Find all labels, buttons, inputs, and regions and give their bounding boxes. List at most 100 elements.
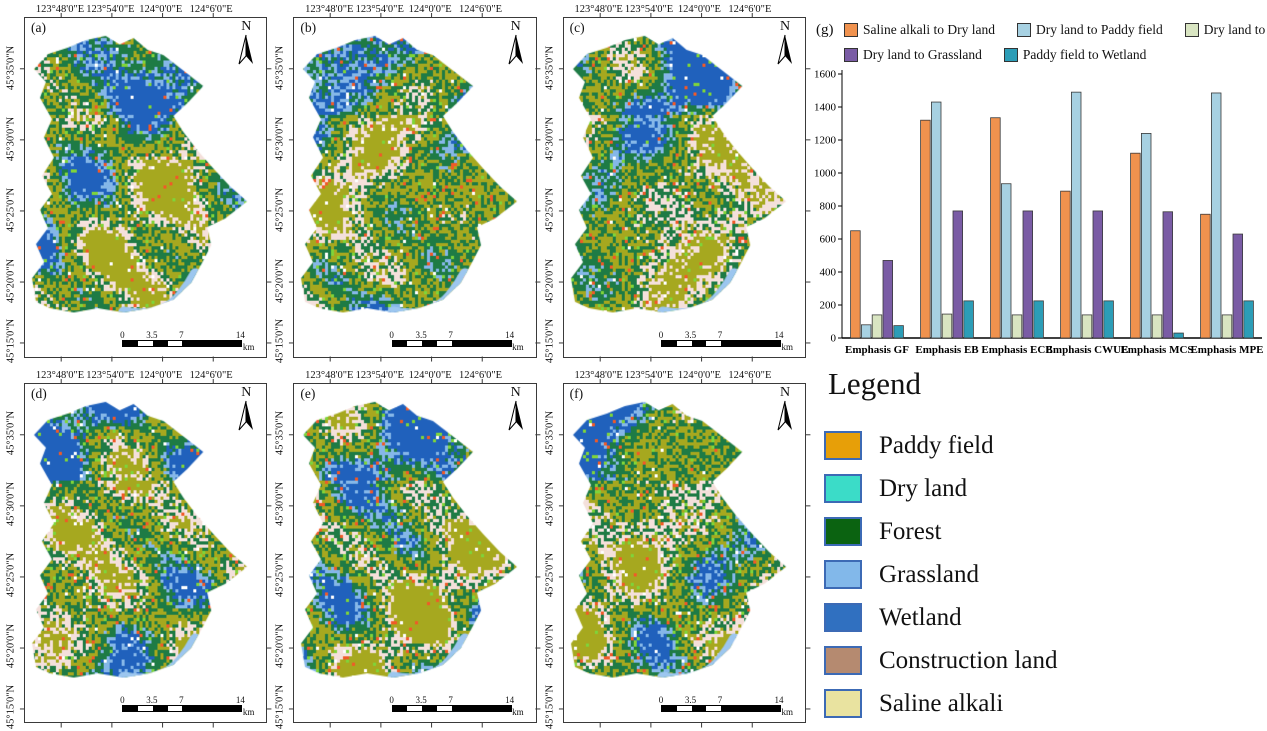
legend-swatch-icon	[824, 689, 862, 718]
scale-bar-label: 3.5	[146, 695, 158, 705]
bar	[1070, 91, 1082, 339]
map-panel-c: 123°48'0"E 123°54'0"E 124°0'0"E 124°6'0"E 45…	[541, 0, 811, 366]
legend-item: Grassland	[824, 553, 1057, 596]
north-arrow: N	[773, 20, 797, 69]
scale-bar-unit: km	[512, 341, 524, 352]
scale-bar-segment	[138, 340, 153, 346]
scale-bar-labels: 0 3.5 7 14	[120, 330, 254, 340]
x-category-label: Emphasis ECB	[981, 344, 1053, 356]
top-axis-label: 124°6'0"E	[458, 369, 503, 381]
scale-bar-segment	[706, 706, 721, 711]
north-label: N	[510, 19, 521, 34]
top-axis-label: 124°0'0"E	[139, 369, 183, 381]
chart-legend-label: Saline alkali to Dry land	[863, 22, 995, 37]
legend-item: Saline alkali	[824, 682, 1057, 725]
panel-letter: (c)	[569, 20, 585, 35]
y-tick-label: 1000	[814, 168, 837, 180]
scale-bar-labels: 0 3.5 7 14	[659, 329, 793, 340]
left-axis-label: 45°35'0"N	[274, 45, 286, 90]
north-label: N	[779, 384, 791, 400]
chart-legend-label: Dry land to Grassland	[863, 47, 982, 62]
bar	[1200, 213, 1211, 339]
legend-item: Forest	[824, 510, 1057, 553]
top-axis-label: 123°48'0"E	[35, 4, 85, 15]
y-tick-label: 200	[820, 300, 837, 312]
left-axis-label: 45°25'0"N	[274, 187, 286, 232]
scale-bar-segment	[167, 706, 183, 711]
scale-bar-segment	[123, 706, 139, 711]
scale-bar-unit: km	[512, 707, 524, 717]
scale-bar-segment	[167, 340, 183, 346]
left-axis-label: 45°20'0"N	[5, 258, 17, 303]
chart-legend-label: Paddy field to Wetland	[1022, 47, 1147, 62]
left-axis-label: 45°35'0"N	[5, 45, 17, 90]
scale-bar-segment	[451, 706, 511, 711]
scale-bar-graphic	[391, 339, 512, 347]
left-axis-label: 45°25'0"N	[544, 187, 556, 232]
scale-bar-label: 14	[774, 329, 784, 340]
scale-bar-segment	[123, 340, 139, 346]
map-frame: (e) N 0 3.5 7 14 km	[289, 378, 541, 728]
top-axis-label: 124°0'0"E	[677, 369, 721, 381]
bar	[882, 260, 894, 339]
scale-bar-segment	[721, 706, 780, 711]
bar	[1000, 183, 1012, 339]
map-panel-e: 123°48'0"E 123°54'0"E 124°0'0"E 124°6'0"E 45…	[271, 366, 541, 731]
left-axis-label: 45°15'0"N	[544, 684, 556, 730]
scale-bar-segment	[422, 340, 437, 346]
scale-bar-graphic	[122, 705, 243, 712]
chart-legend-swatch-icon	[844, 23, 858, 37]
map-panel-b: 123°48'0"E 123°54'0"E 124°0'0"E 124°6'0"E 45…	[271, 0, 541, 366]
top-axis-label: 123°54'0"E	[86, 4, 135, 15]
scale-bar-segment	[662, 706, 677, 711]
panel-letter: (e)	[300, 385, 316, 401]
left-axis-label: 45°15'0"N	[274, 684, 286, 730]
left-axis-label: 45°25'0"N	[544, 553, 556, 598]
bar	[861, 324, 872, 339]
scale-bar-labels: 0 3.5 7 14	[120, 695, 254, 705]
scale-bar-segment	[662, 340, 677, 346]
top-axis-label: 123°48'0"E	[574, 4, 623, 15]
legend-item-label: Wetland	[879, 603, 962, 631]
north-arrow: N	[504, 385, 528, 435]
top-axis-label: 124°6'0"E	[728, 4, 772, 15]
bar	[1173, 332, 1184, 339]
scale-bar-label: 7	[717, 329, 723, 340]
scale-bar: 0 3.5 7 14 km	[389, 329, 524, 352]
legend-item-label: Saline alkali	[879, 689, 1004, 717]
left-axis-label: 45°20'0"N	[274, 258, 286, 303]
scale-bar-graphic	[661, 339, 781, 347]
legend-item-label: Construction land	[879, 646, 1058, 674]
scale-bar-segment	[676, 706, 692, 711]
top-axis-label: 123°48'0"E	[305, 369, 354, 381]
bar	[1022, 210, 1034, 339]
left-axis-label: 45°25'0"N	[5, 187, 17, 232]
scale-bar-graphic	[122, 339, 243, 347]
scale-bar-unit: km	[781, 341, 793, 352]
scale-bar-label: 7	[179, 695, 184, 705]
scale-bar-segment	[152, 340, 168, 346]
north-arrow: N	[234, 20, 258, 69]
scale-bar-segment	[451, 340, 511, 346]
map-panels-grid: 123°48'0"E 123°54'0"E 124°0'0"E 124°6'0"E 45…	[2, 0, 811, 731]
left-axis-label: 45°25'0"N	[5, 553, 17, 598]
scale-bar-segment	[182, 340, 242, 346]
scale-bar-label: 14	[235, 695, 245, 705]
scale-bar-label: 14	[505, 329, 515, 340]
left-axis-label: 45°30'0"N	[274, 482, 286, 527]
left-axis-label: 45°15'0"N	[544, 319, 556, 364]
scale-bar-unit: km	[242, 707, 255, 717]
scale-bar-label: 0	[658, 695, 664, 705]
panel-letter: (f)	[569, 385, 584, 401]
chart-legend-item: Dry land to Grassland	[844, 47, 982, 63]
bar	[1243, 300, 1254, 339]
scale-bar-label: 3.5	[684, 695, 697, 705]
scale-bar-segment	[436, 340, 452, 346]
chart-legend-item: Saline alkali to Dry land	[844, 22, 995, 38]
land-use-map	[564, 22, 804, 353]
scale-bar-label: 7	[448, 695, 453, 705]
chart-legend-swatch-icon	[1003, 48, 1018, 62]
x-category-label: Emphasis CWUE	[1046, 344, 1129, 356]
north-arrow-icon	[508, 34, 523, 65]
left-axis-label: 45°35'0"N	[5, 411, 17, 456]
